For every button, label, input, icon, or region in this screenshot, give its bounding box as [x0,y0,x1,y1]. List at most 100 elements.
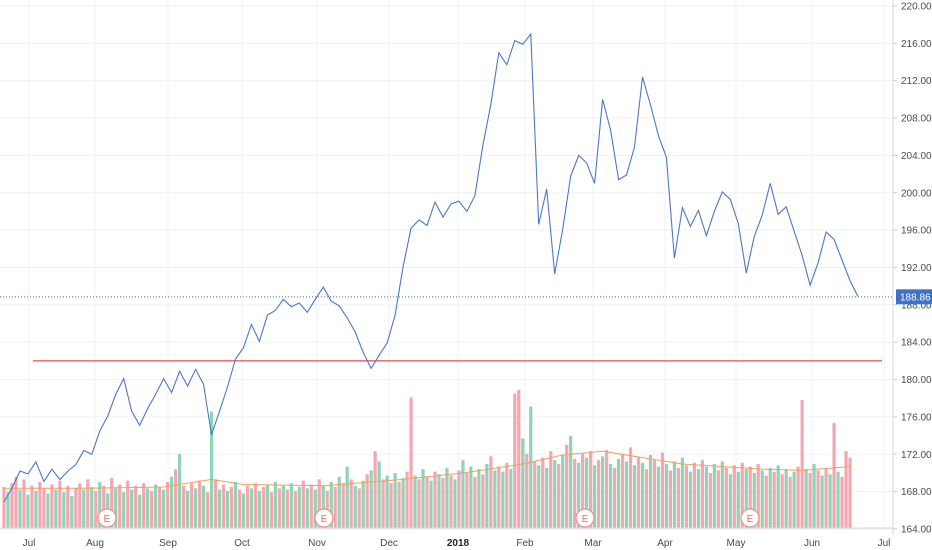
volume-bar [640,462,645,528]
time-tick-label: Mar [584,538,602,549]
volume-bar [469,466,473,528]
volume-bar [213,479,218,528]
volume-bar [110,478,114,528]
volume-bar [209,411,214,528]
earnings-marker-icon[interactable]: E [740,508,760,528]
volume-bar [756,464,760,528]
volume-bar [301,480,305,528]
volume-bar [74,488,78,528]
volume-bar [245,485,250,528]
time-tick-label: Aug [86,538,104,549]
volume-bar [620,453,625,528]
volume-bar [114,488,118,528]
volume-bar [381,479,385,528]
volume-bar [217,489,222,528]
volume-bar [465,472,469,528]
volume-bar [90,487,94,528]
earnings-marker-icon[interactable]: E [575,508,595,528]
volume-bar [261,487,265,528]
volume-bar [489,456,493,528]
volume-bar [848,457,852,528]
volume-bar [349,479,353,528]
volume-bar [361,480,365,528]
volume-bar [557,464,561,528]
volume-bar [126,480,130,528]
price-axis[interactable]: 164.00 168.00 172.00 176.00 180.00 184.00 188.… [893,2,932,536]
volume-bar [189,483,194,528]
grid-lines [0,0,893,530]
volume-bar [333,487,337,528]
volume-bar [736,471,740,528]
volume-bar [521,438,525,528]
volume-bar [429,480,433,528]
volume-bar [393,472,397,528]
volume-bar [185,490,190,528]
price-tick-label: 188.00 [901,300,932,311]
volume-bar [225,490,230,528]
volume-bar [26,494,30,528]
volume-bar [744,469,748,528]
volume-bar [600,456,605,528]
last-price-badge [896,289,932,305]
time-tick-label: Oct [234,538,250,549]
volume-bar [457,470,461,528]
volume-bar [724,467,728,528]
volume-bar [269,492,273,528]
volume-bar [676,467,681,528]
price-line-series[interactable] [3,32,859,503]
volume-bar [166,481,170,528]
volume-bar [752,472,756,528]
volume-bar [509,469,513,528]
volume-bar [409,397,413,528]
earnings-marker-icon[interactable]: E [97,508,117,528]
volume-bar [317,479,321,528]
volume-bar [529,406,533,528]
volume-bar [732,465,736,528]
volume-bar [154,484,158,528]
volume-bar [692,462,696,528]
volume-bar [309,484,313,528]
volume-bar [345,466,349,528]
volume-bar [664,464,669,528]
volume-bar [788,476,792,528]
price-tick-label: 208.00 [901,114,932,125]
time-axis[interactable]: Jul Aug Sep Oct Nov Dec 2018 Feb Mar Apr May Jun Jul [23,538,891,549]
volume-bar [792,471,796,528]
volume-bar [688,471,692,528]
volume-bar [66,485,70,528]
volume-bar [329,481,333,528]
volume-bar [461,460,465,528]
volume-bar [545,467,549,528]
time-tick-label: Dec [380,538,398,549]
volume-bar [417,479,421,528]
volume-bar [441,478,445,528]
volume-bar [505,462,509,528]
volume-bar [648,455,653,528]
volume-bar [537,465,541,528]
volume-bar [581,453,585,528]
last-price-label: 188.86 [896,289,932,305]
volume-bar [644,469,649,528]
earnings-marker-icon[interactable]: E [314,508,334,528]
earnings-marker-label: E [321,514,328,525]
volume-bar [321,485,325,528]
volume-bar [70,496,74,528]
volume-bar [289,483,293,528]
volume-bar [784,469,788,528]
volume-bar [205,492,210,528]
volume-bar [728,474,732,528]
volume-bar [740,462,744,528]
volume-bar [54,489,58,528]
time-tick-label: 2018 [447,538,470,549]
volume-bar [181,485,186,528]
earnings-marker-circle [575,508,595,528]
volume-moving-average [4,450,851,489]
volume-bar [636,457,641,528]
volume-bar [34,490,38,528]
volume-bar [704,466,708,528]
price-tick-label: 212.00 [901,76,932,87]
price-tick-label: 204.00 [901,151,932,162]
volume-bar [30,485,34,528]
